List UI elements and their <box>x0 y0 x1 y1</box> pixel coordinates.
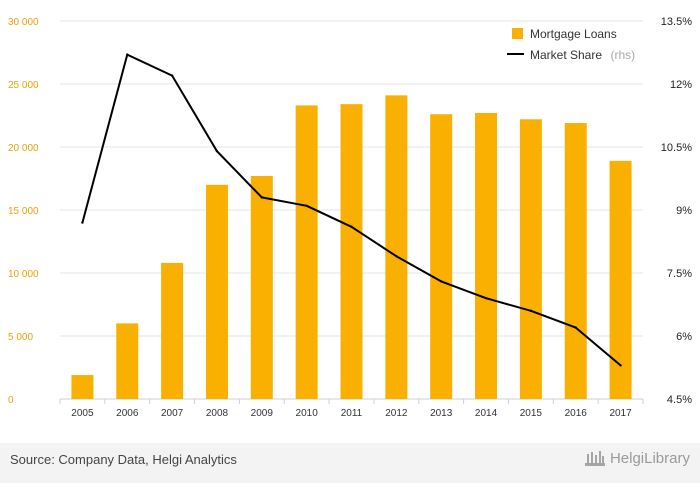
left-tick-label: 30 000 <box>8 17 39 28</box>
legend-rhs-note: (rhs) <box>610 48 635 62</box>
x-tick-label: 2007 <box>161 408 184 419</box>
x-tick-label: 2014 <box>475 408 498 419</box>
bar <box>385 95 408 399</box>
right-tick-label: 13.5% <box>661 16 692 28</box>
line-point <box>484 297 488 300</box>
bar <box>161 262 184 399</box>
library-icon <box>584 451 605 466</box>
left-tick-label: 25 000 <box>8 80 39 91</box>
right-axis: 4.5% 6% 7.5% 9% 10.5% 12% 13.5% <box>661 16 692 406</box>
left-tick-label: 10 000 <box>8 269 39 280</box>
bar <box>475 112 498 399</box>
line-point <box>215 150 219 153</box>
right-tick-label: 12% <box>670 79 692 91</box>
bar <box>564 123 587 399</box>
right-tick-label: 6% <box>676 331 692 343</box>
line-point <box>350 225 353 228</box>
x-tick-label: 2010 <box>296 408 319 419</box>
x-tick-label: 2009 <box>251 408 274 419</box>
line-point <box>305 204 308 207</box>
left-tick-label: 20 000 <box>8 143 39 154</box>
line-point <box>126 53 129 56</box>
line-point <box>574 326 577 329</box>
legend-market-share-label: Market Share (rhs) <box>530 46 635 63</box>
legend-market-share-name: Market Share <box>530 48 602 62</box>
bar <box>519 119 542 399</box>
x-tick-label: 2012 <box>385 408 408 419</box>
bar <box>116 323 139 399</box>
bar <box>295 105 318 400</box>
line-point <box>81 221 84 224</box>
bar <box>340 104 363 399</box>
line-point <box>170 74 174 77</box>
left-tick-label: 15 000 <box>8 206 39 217</box>
x-tick-label: 2011 <box>341 408 363 419</box>
bar <box>430 114 453 400</box>
x-tick-label: 2008 <box>206 408 229 419</box>
x-tick-label: 2013 <box>430 408 453 419</box>
x-tick-label: 2017 <box>609 408 632 419</box>
line-series <box>81 53 622 367</box>
line-point <box>619 364 622 367</box>
line-point <box>439 280 443 283</box>
left-tick-label: 5 000 <box>8 332 33 343</box>
left-axis: 0 5 000 10 000 15 000 20 000 25 000 30 000 <box>8 17 39 406</box>
source-text: Source: Company Data, Helgi Analytics <box>10 452 237 467</box>
bar <box>609 160 632 399</box>
x-tick-label: 2015 <box>520 408 543 419</box>
brand-name: HelgiLibrary <box>609 449 690 467</box>
x-tick-label: 2016 <box>565 408 588 419</box>
line-point <box>260 196 264 199</box>
right-tick-label: 7.5% <box>667 268 692 280</box>
x-tick-label: 2006 <box>116 408 139 419</box>
line-point <box>529 309 533 312</box>
bar-series <box>71 95 632 400</box>
right-tick-label: 9% <box>676 205 692 217</box>
bar <box>250 175 273 399</box>
right-tick-label: 10.5% <box>661 142 692 154</box>
x-axis: 2005 2006 2007 2008 2009 2010 2011 2012 2013 2014… <box>59 399 644 419</box>
bar <box>71 375 94 399</box>
x-tick-label: 2005 <box>71 408 94 419</box>
legend-mortgage-swatch <box>512 28 523 39</box>
legend: Mortgage Loans Market Share (rhs) <box>507 27 635 63</box>
bar <box>205 184 228 399</box>
brand-logo: HelgiLibrary <box>584 449 690 467</box>
footer: Source: Company Data, Helgi Analytics He… <box>0 443 700 483</box>
chart: 0 5 000 10 000 15 000 20 000 25 000 30 000 4.5… <box>8 16 692 419</box>
legend-mortgage-label: Mortgage Loans <box>530 27 617 41</box>
right-tick-label: 4.5% <box>667 394 692 406</box>
line-point <box>395 255 398 258</box>
left-tick-label: 0 <box>8 395 14 406</box>
